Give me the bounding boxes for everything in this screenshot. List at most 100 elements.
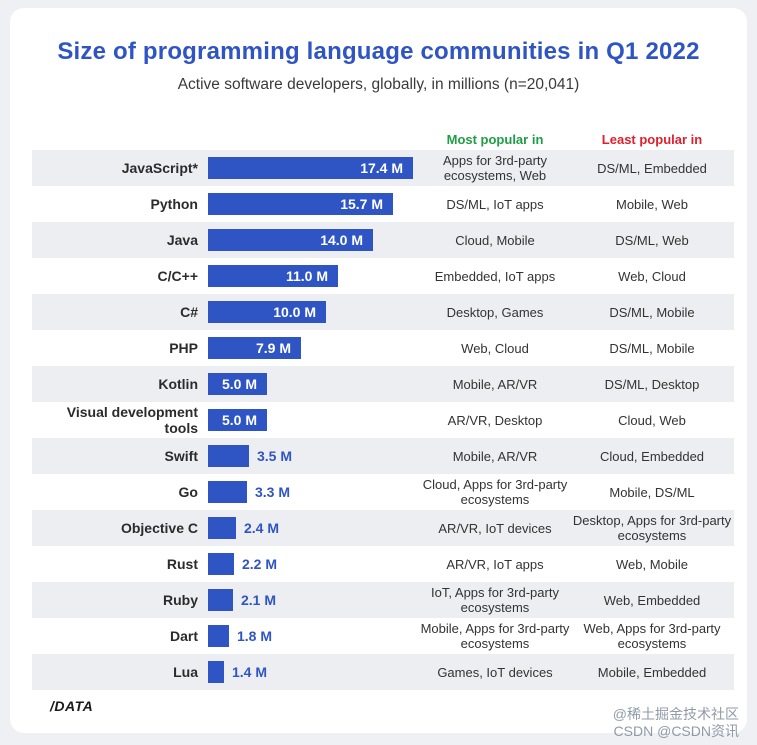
bar-area: 5.0 M	[208, 402, 423, 438]
data-logo: /DATA	[50, 698, 94, 714]
bar-area: 1.4 M	[208, 654, 423, 690]
most-popular-cell: Cloud, Apps for 3rd-party ecosystems	[422, 477, 568, 507]
bar	[208, 265, 338, 287]
language-label: Kotlin	[158, 376, 198, 392]
least-popular-cell: DS/ML, Mobile	[609, 340, 695, 356]
bar-value-label: 15.7 M	[340, 196, 383, 212]
most-popular-cell: Apps for 3rd-party ecosystems, Web	[442, 153, 548, 183]
watermark: @稀土掘金技术社区 CSDN @CSDN资讯	[613, 706, 739, 740]
most-popular-header: Most popular in	[446, 132, 544, 147]
chart-row: Visual development tools 5.0 M AR/VR, Desk…	[32, 402, 734, 438]
language-label: JavaScript*	[121, 160, 198, 176]
chart-row: Swift 3.5 M Mobile, AR/VR Cloud, Embedded	[32, 438, 734, 474]
chart-row: Objective C 2.4 M AR/VR, IoT devices Deskto…	[32, 510, 734, 546]
bar-area: 2.1 M	[208, 582, 423, 618]
bar-value-label: 2.2 M	[242, 556, 278, 572]
bar	[208, 409, 267, 431]
chart-row: Rust 2.2 M AR/VR, IoT apps Web, Mobile	[32, 546, 734, 582]
most-popular-cell: AR/VR, IoT apps	[446, 556, 544, 572]
bar-area: 2.4 M	[208, 510, 423, 546]
bar-value-label: 2.1 M	[241, 592, 277, 608]
bar-area: 2.2 M	[208, 546, 423, 582]
bar-value-label: 17.4 M	[360, 160, 403, 176]
least-popular-cell: Web, Embedded	[603, 592, 701, 608]
least-popular-cell: Cloud, Web	[618, 412, 686, 428]
bar-area: 7.9 M	[208, 330, 423, 366]
bar-area: 11.0 M	[208, 258, 423, 294]
least-popular-cell: Desktop, Apps for 3rd-party ecosystems	[572, 513, 732, 543]
most-popular-cell: DS/ML, IoT apps	[446, 196, 544, 212]
bar-area: 1.8 M	[208, 618, 423, 654]
language-label: C#	[180, 304, 198, 320]
watermark-line: CSDN @CSDN资讯	[613, 723, 739, 739]
least-popular-cell: DS/ML, Embedded	[597, 160, 707, 176]
bar	[208, 553, 234, 575]
chart-row: Python 15.7 M DS/ML, IoT apps Mobile, Web	[32, 186, 734, 222]
most-popular-cell: Mobile, AR/VR	[452, 376, 538, 392]
most-popular-cell: AR/VR, IoT devices	[438, 520, 552, 536]
bar-value-label: 1.8 M	[237, 628, 273, 644]
language-label: Dart	[169, 628, 198, 644]
least-popular-cell: DS/ML, Desktop	[604, 376, 700, 392]
most-popular-cell: Cloud, Mobile	[455, 232, 535, 248]
least-popular-cell: Web, Cloud	[618, 268, 686, 284]
chart-row: Kotlin 5.0 M Mobile, AR/VR DS/ML, Desktop	[32, 366, 734, 402]
chart-row: Dart 1.8 M Mobile, Apps for 3rd-party ecos…	[32, 618, 734, 654]
chart-row: C# 10.0 M Desktop, Games DS/ML, Mobile	[32, 294, 734, 330]
bar-value-label: 1.4 M	[232, 664, 268, 680]
language-label: Java	[166, 232, 198, 248]
bar	[208, 157, 413, 179]
chart-row: C/C++ 11.0 M Embedded, IoT apps Web, Cloud	[32, 258, 734, 294]
watermark-line: @稀土掘金技术社区	[612, 706, 739, 722]
bar	[208, 193, 393, 215]
bar-value-label: 3.5 M	[257, 448, 293, 464]
least-popular-cell: Cloud, Embedded	[599, 448, 705, 464]
most-popular-cell: Mobile, Apps for 3rd-party ecosystems	[420, 621, 570, 651]
bar-value-label: 14.0 M	[320, 232, 363, 248]
bar	[208, 337, 301, 359]
chart-row: JavaScript* 17.4 M Apps for 3rd-party ecos…	[32, 150, 734, 186]
bar-value-label: 3.3 M	[255, 484, 291, 500]
bar	[208, 229, 373, 251]
most-popular-cell: Mobile, AR/VR	[452, 448, 538, 464]
least-popular-cell: Web, Mobile	[615, 556, 688, 572]
bar-value-label: 10.0 M	[273, 304, 316, 320]
most-popular-cell: Desktop, Games	[446, 304, 544, 320]
bar-area: 3.3 M	[208, 474, 423, 510]
bar	[208, 517, 236, 539]
bar	[208, 445, 249, 467]
most-popular-cell: Embedded, IoT apps	[434, 268, 556, 284]
bar-area: 3.5 M	[208, 438, 423, 474]
language-label: Ruby	[163, 592, 198, 608]
most-popular-cell: IoT, Apps for 3rd-party ecosystems	[431, 585, 559, 615]
least-popular-cell: Mobile, DS/ML	[609, 484, 695, 500]
chart-row: Java 14.0 M Cloud, Mobile DS/ML, Web	[32, 222, 734, 258]
least-popular-cell: Mobile, Web	[615, 196, 688, 212]
most-popular-cell: Games, IoT devices	[437, 664, 553, 680]
bar-area: 14.0 M	[208, 222, 423, 258]
language-label: Visual development tools	[66, 404, 198, 436]
bar-area: 17.4 M	[208, 150, 423, 186]
language-label: Lua	[173, 664, 198, 680]
chart-row: PHP 7.9 M Web, Cloud DS/ML, Mobile	[32, 330, 734, 366]
language-label: Objective C	[120, 520, 198, 536]
bar-value-label: 7.9 M	[255, 340, 291, 356]
least-popular-cell: DS/ML, Web	[615, 232, 689, 248]
language-label: PHP	[169, 340, 198, 356]
chart-subtitle: Active software developers, globally, in…	[177, 76, 580, 93]
bar-value-label: 2.4 M	[244, 520, 280, 536]
language-label: C/C++	[157, 268, 198, 284]
bar-value-label: 5.0 M	[221, 412, 257, 428]
bar	[208, 625, 229, 647]
language-label: Python	[150, 196, 198, 212]
bar	[208, 373, 267, 395]
least-popular-header: Least popular in	[601, 132, 703, 147]
language-label: Swift	[164, 448, 198, 464]
least-popular-cell: Web, Apps for 3rd-party ecosystems	[583, 621, 721, 651]
bar-value-label: 11.0 M	[285, 268, 328, 284]
most-popular-cell: Web, Cloud	[461, 340, 529, 356]
bar	[208, 589, 233, 611]
least-popular-cell: Mobile, Embedded	[597, 664, 707, 680]
bar-area: 5.0 M	[208, 366, 423, 402]
chart-row: Lua 1.4 M Games, IoT devices Mobile, Embedd…	[32, 654, 734, 690]
